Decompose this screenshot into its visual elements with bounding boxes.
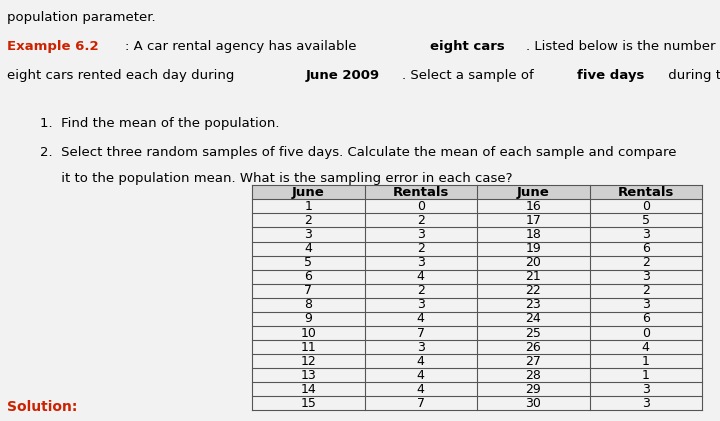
Text: 7: 7: [417, 397, 425, 410]
Text: 7: 7: [305, 284, 312, 297]
Text: 3: 3: [642, 397, 649, 410]
Text: 24: 24: [526, 312, 541, 325]
Text: it to the population mean. What is the sampling error in each case?: it to the population mean. What is the s…: [40, 172, 512, 185]
Text: 20: 20: [526, 256, 541, 269]
Text: 27: 27: [526, 355, 541, 368]
Text: 0: 0: [417, 200, 425, 213]
Text: 29: 29: [526, 383, 541, 396]
Text: during the month, and:: during the month, and:: [664, 69, 720, 82]
Text: 5: 5: [642, 214, 649, 227]
Text: 8: 8: [305, 298, 312, 312]
Text: : A car rental agency has available: : A car rental agency has available: [125, 40, 361, 53]
Text: 4: 4: [417, 312, 425, 325]
Text: 2: 2: [642, 284, 649, 297]
Text: 4: 4: [305, 242, 312, 255]
Text: 30: 30: [526, 397, 541, 410]
Text: Solution:: Solution:: [7, 400, 78, 414]
Text: Example 6.2: Example 6.2: [7, 40, 99, 53]
Text: 3: 3: [417, 298, 425, 312]
Text: 3: 3: [305, 228, 312, 241]
Text: 12: 12: [300, 355, 316, 368]
Text: 26: 26: [526, 341, 541, 354]
Text: Rentals: Rentals: [392, 186, 449, 199]
Text: 19: 19: [526, 242, 541, 255]
Text: 3: 3: [642, 298, 649, 312]
Text: 2: 2: [642, 256, 649, 269]
Text: 5: 5: [305, 256, 312, 269]
Text: eight cars: eight cars: [430, 40, 505, 53]
Text: June: June: [292, 186, 325, 199]
Text: 3: 3: [642, 383, 649, 396]
Text: 22: 22: [526, 284, 541, 297]
Text: 13: 13: [300, 369, 316, 382]
Text: 2.  Select three random samples of five days. Calculate the mean of each sample : 2. Select three random samples of five d…: [40, 146, 676, 159]
Text: 7: 7: [417, 327, 425, 340]
Text: 3: 3: [642, 228, 649, 241]
Text: 1: 1: [642, 355, 649, 368]
Text: eight cars rented each day during: eight cars rented each day during: [7, 69, 239, 82]
Text: 0: 0: [642, 327, 649, 340]
Text: 3: 3: [417, 256, 425, 269]
Text: 4: 4: [417, 270, 425, 283]
Text: 17: 17: [526, 214, 541, 227]
Text: 4: 4: [642, 341, 649, 354]
Text: 28: 28: [526, 369, 541, 382]
Text: 6: 6: [642, 242, 649, 255]
Text: Rentals: Rentals: [618, 186, 674, 199]
Text: 3: 3: [642, 270, 649, 283]
Text: 15: 15: [300, 397, 316, 410]
Text: 16: 16: [526, 200, 541, 213]
Bar: [252, 185, 364, 199]
Text: 3: 3: [417, 341, 425, 354]
Text: 10: 10: [300, 327, 316, 340]
Text: 9: 9: [305, 312, 312, 325]
Text: 14: 14: [300, 383, 316, 396]
Text: 3: 3: [417, 228, 425, 241]
Text: 1: 1: [642, 369, 649, 382]
Text: 23: 23: [526, 298, 541, 312]
Text: 2: 2: [417, 214, 425, 227]
Text: 25: 25: [526, 327, 541, 340]
Text: 2: 2: [417, 242, 425, 255]
Text: . Select a sample of: . Select a sample of: [402, 69, 538, 82]
Text: 0: 0: [642, 200, 649, 213]
Bar: [364, 185, 477, 199]
Text: June: June: [517, 186, 549, 199]
Text: 4: 4: [417, 355, 425, 368]
Text: 2: 2: [417, 284, 425, 297]
Bar: [590, 185, 702, 199]
Text: June 2009: June 2009: [306, 69, 380, 82]
Text: . Listed below is the number of these: . Listed below is the number of these: [526, 40, 720, 53]
Text: 1: 1: [305, 200, 312, 213]
Text: 11: 11: [300, 341, 316, 354]
Text: 21: 21: [526, 270, 541, 283]
Text: five days: five days: [577, 69, 644, 82]
Text: 18: 18: [526, 228, 541, 241]
Bar: [477, 185, 590, 199]
Text: 4: 4: [417, 383, 425, 396]
Text: population parameter.: population parameter.: [7, 11, 156, 24]
Text: 4: 4: [417, 369, 425, 382]
Text: 6: 6: [305, 270, 312, 283]
Text: 1.  Find the mean of the population.: 1. Find the mean of the population.: [40, 117, 279, 130]
Text: 2: 2: [305, 214, 312, 227]
Text: 6: 6: [642, 312, 649, 325]
